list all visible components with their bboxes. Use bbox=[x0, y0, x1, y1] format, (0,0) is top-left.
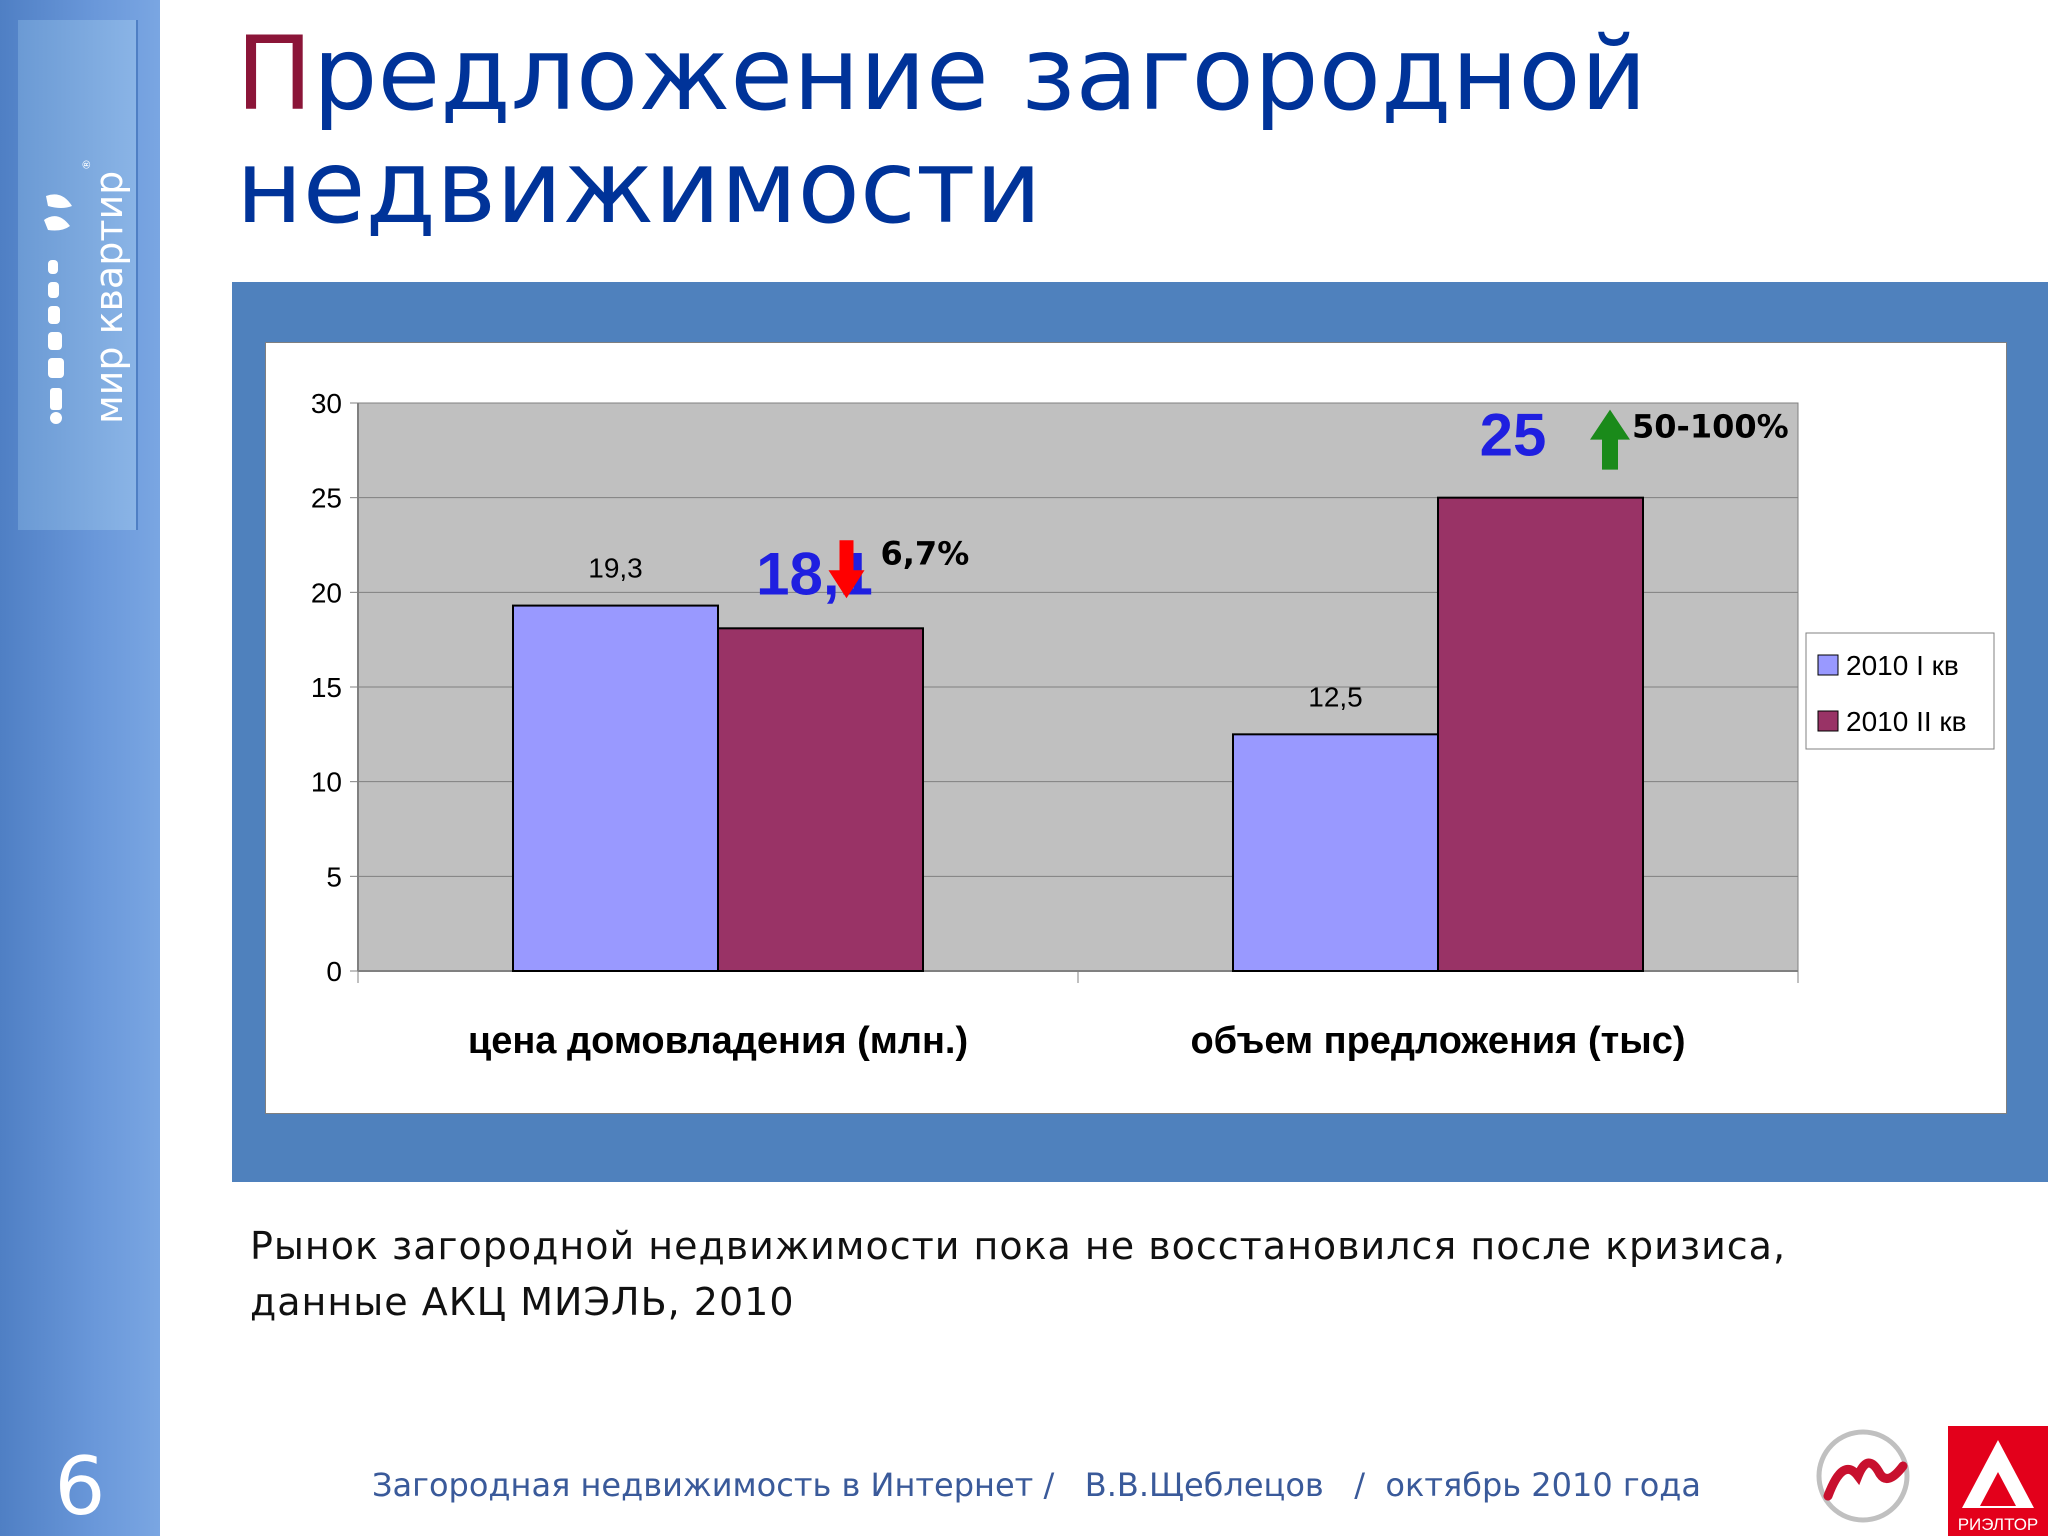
bar-chart: 0 5 10 15 20 25 30 19,3 цена домовладения (млн.)… bbox=[311, 388, 1995, 1062]
y-tick-label: 20 bbox=[311, 577, 342, 608]
annotation-change: 50-100% bbox=[1632, 408, 1789, 446]
bar bbox=[1437, 496, 1644, 973]
slide-number: 6 bbox=[54, 1440, 106, 1533]
legend-swatch bbox=[1817, 654, 1839, 676]
caption-line-2: данные АКЦ МИЭЛЬ, 2010 bbox=[250, 1280, 795, 1324]
legend-label: 2010 II кв bbox=[1846, 706, 1967, 737]
chart-area: 0 5 10 15 20 25 30 19,3 цена домовладения (млн.)… bbox=[265, 342, 2007, 1114]
svg-text:®: ® bbox=[80, 159, 93, 170]
y-tick-label: 15 bbox=[311, 672, 342, 703]
title-text: редложение загородной недвижимости bbox=[236, 15, 1647, 247]
x-category-label: объем предложения (тыс) bbox=[1190, 1020, 1685, 1062]
bar bbox=[1232, 733, 1439, 973]
arrow-up-icon bbox=[1590, 409, 1630, 470]
y-tick-label: 10 bbox=[311, 767, 342, 798]
bar bbox=[512, 604, 719, 972]
page-title: Предложение загородной недвижимости bbox=[236, 18, 2026, 244]
y-tick-label: 30 bbox=[311, 388, 342, 419]
x-category-label: цена домовладения (млн.) bbox=[468, 1020, 968, 1062]
rieltor-logo-text: РИЭЛТОР bbox=[1958, 1515, 2039, 1534]
caption-line-1: Рынок загородной недвижимости пока не во… bbox=[250, 1224, 1787, 1268]
rieltor-logo: РИЭЛТОР bbox=[1948, 1426, 2048, 1536]
footer-text: Загородная недвижимость в Интернет / В.В… bbox=[372, 1466, 1702, 1504]
title-first-letter: П bbox=[236, 15, 313, 134]
annotation-value: 25 bbox=[1480, 402, 1547, 469]
brand-logo: ® мир квартир bbox=[18, 20, 138, 530]
sidebar: ® мир квартир 6 bbox=[0, 0, 160, 1536]
data-label: 19,3 bbox=[588, 553, 643, 584]
bar bbox=[717, 627, 924, 972]
brand-logo-graphic: ® мир квартир bbox=[44, 159, 131, 424]
legend-label: 2010 I кв bbox=[1846, 650, 1959, 681]
y-tick-label: 0 bbox=[326, 956, 342, 987]
y-tick-label: 5 bbox=[326, 861, 342, 892]
data-label: 12,5 bbox=[1308, 681, 1363, 712]
annotation-change: 6,7% bbox=[881, 534, 970, 572]
brand-text: мир квартир bbox=[87, 171, 131, 424]
mr-logo bbox=[1808, 1426, 1918, 1526]
caption: Рынок загородной недвижимости пока не во… bbox=[250, 1218, 1950, 1330]
y-tick-label: 25 bbox=[311, 483, 342, 514]
arrow-down-icon bbox=[828, 540, 865, 599]
legend-swatch bbox=[1817, 710, 1839, 732]
